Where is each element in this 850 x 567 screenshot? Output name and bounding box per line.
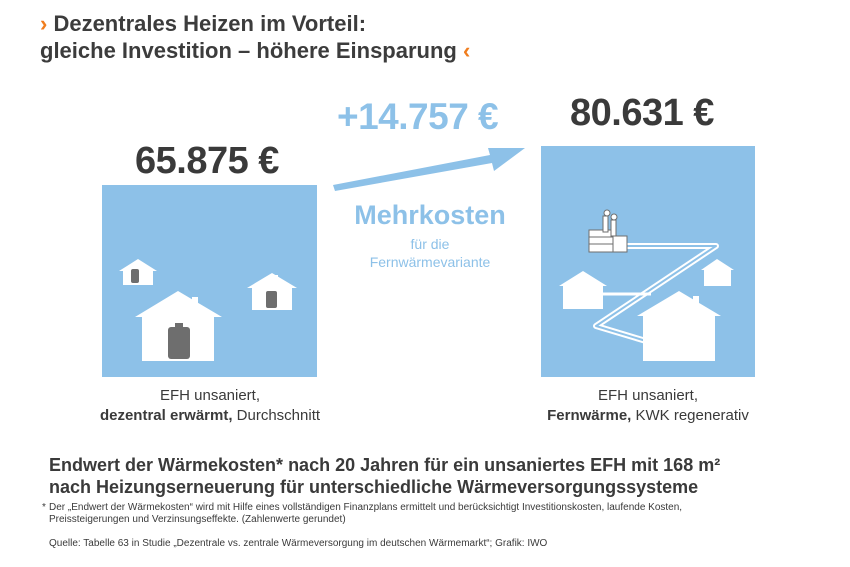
right-caption-line-1: EFH unsaniert, xyxy=(597,387,699,404)
page-title: › Dezentrales Heizen im Vorteil: gleiche… xyxy=(40,10,470,64)
right-amount: 80.631 € xyxy=(570,92,714,134)
left-panel xyxy=(102,185,317,377)
extra-cost-label: Mehrkosten xyxy=(354,200,506,230)
house-icon xyxy=(119,259,157,285)
extra-cost-sublabel-line-2: Fernwärmevariante xyxy=(369,254,491,270)
subheading: Endwert der Wärmekosten* nach 20 Jahren … xyxy=(49,454,720,498)
house-icon xyxy=(701,259,734,286)
extra-cost-sublabel-line-1: für die xyxy=(410,236,450,252)
left-caption: EFH unsaniert, dezentral erwärmt, Durchs… xyxy=(60,386,360,426)
house-icon xyxy=(247,273,297,310)
subheading-line-1: Endwert der Wärmekosten* nach 20 Jahren … xyxy=(49,455,721,475)
right-caption-bold: Fernwärme, xyxy=(547,407,632,424)
title-line-1: › Dezentrales Heizen im Vorteil: xyxy=(40,10,470,37)
title-line-2-text: gleiche Investition – höhere Einsparung xyxy=(40,38,457,63)
left-caption-line-2: dezentral erwärmt, Durchschnitt xyxy=(60,406,360,426)
left-caption-line-1: EFH unsaniert, xyxy=(159,387,261,404)
extra-cost-sublabel: für die Fernwärmevariante xyxy=(330,235,530,271)
power-plant-icon xyxy=(588,209,628,253)
footnote-text: Der „Endwert der Wärmekosten“ wird mit H… xyxy=(49,502,683,525)
oil-tank-icon xyxy=(168,323,190,359)
footnote-star: * xyxy=(42,502,46,513)
title-left-mark: › xyxy=(40,11,48,36)
right-panel xyxy=(541,146,755,377)
house-icon xyxy=(559,271,607,309)
footnote: * Der „Endwert der Wärmekosten“ wird mit… xyxy=(42,502,749,526)
source-line: Quelle: Tabelle 63 in Studie „Dezentrale… xyxy=(49,538,548,549)
difference-amount: +14.757 € xyxy=(337,96,499,137)
arrow-up-right-icon xyxy=(333,148,525,191)
left-caption-rest: Durchschnitt xyxy=(232,407,321,424)
house-icon xyxy=(637,291,721,361)
title-line-1-text: Dezentrales Heizen im Vorteil: xyxy=(53,11,367,36)
district-heating-illustration xyxy=(559,209,734,361)
decentral-houses-illustration xyxy=(119,259,297,361)
title-line-2: gleiche Investition – höhere Einsparung … xyxy=(40,37,470,64)
left-caption-bold: dezentral erwärmt, xyxy=(99,407,233,424)
right-caption: EFH unsaniert, Fernwärme, KWK regenerati… xyxy=(500,386,796,426)
right-caption-rest: KWK regenerativ xyxy=(631,407,749,424)
left-amount: 65.875 € xyxy=(135,140,279,182)
subheading-line-2: nach Heizungserneuerung für unterschiedl… xyxy=(49,477,699,497)
right-caption-line-2: Fernwärme, KWK regenerativ xyxy=(500,406,796,426)
title-right-mark: ‹ xyxy=(463,38,471,63)
